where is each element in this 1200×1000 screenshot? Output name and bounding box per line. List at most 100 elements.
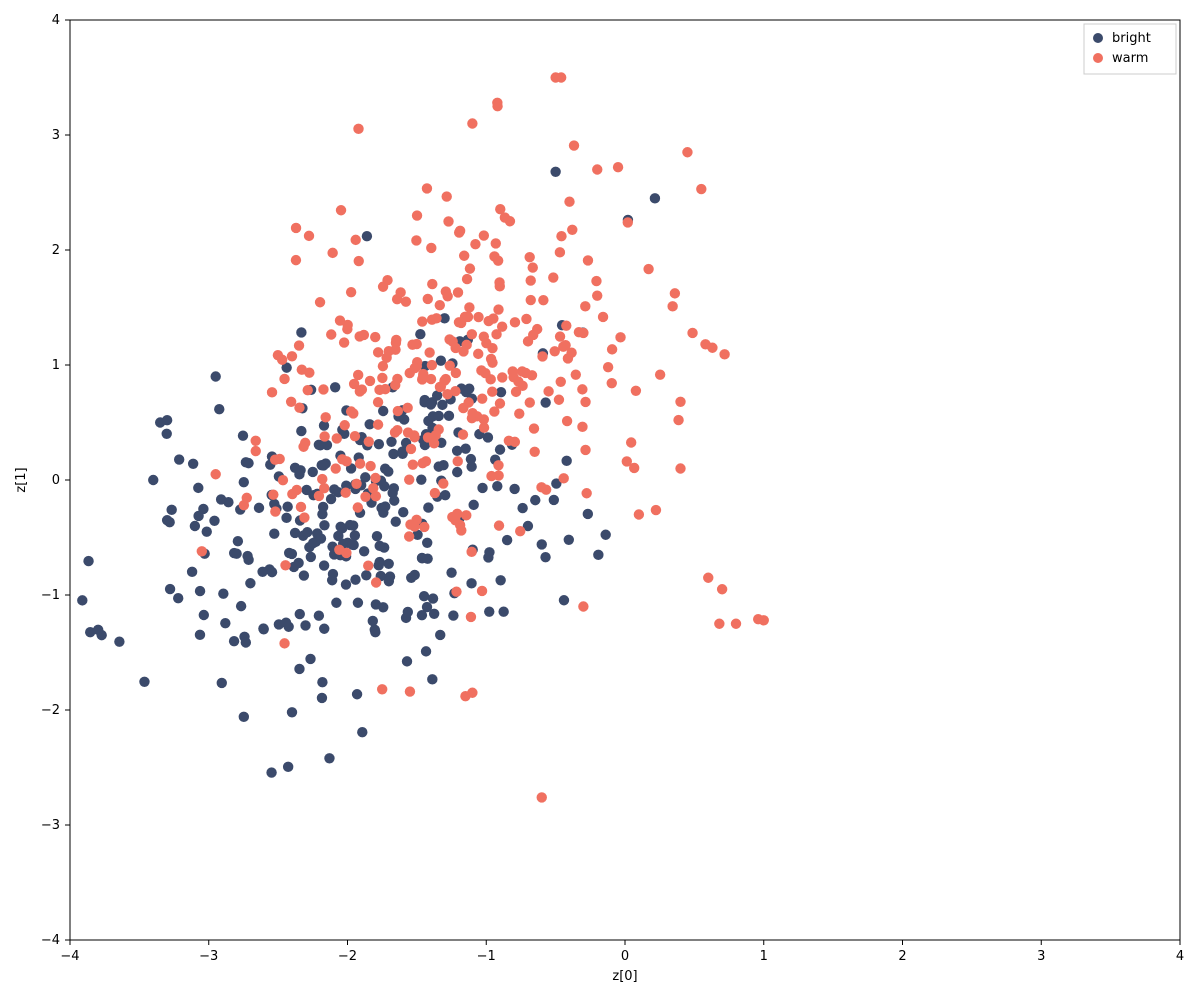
point-bright — [359, 546, 369, 556]
point-warm — [360, 492, 370, 502]
point-warm — [470, 239, 480, 249]
point-warm — [556, 377, 566, 387]
point-warm — [373, 397, 383, 407]
point-warm — [759, 615, 769, 625]
point-warm — [365, 376, 375, 386]
x-tick-label: −1 — [477, 949, 496, 964]
point-warm — [577, 384, 587, 394]
point-warm — [571, 369, 581, 379]
point-warm — [304, 231, 314, 241]
point-bright — [317, 509, 327, 519]
point-warm — [583, 255, 593, 265]
point-bright — [483, 552, 493, 562]
point-warm — [435, 300, 445, 310]
point-warm — [405, 368, 415, 378]
point-bright — [372, 531, 382, 541]
point-bright — [498, 606, 508, 616]
point-warm — [492, 98, 502, 108]
point-bright — [319, 520, 329, 530]
point-warm — [707, 343, 717, 353]
point-warm — [495, 204, 505, 214]
point-bright — [383, 466, 393, 476]
point-warm — [334, 545, 344, 555]
point-bright — [423, 502, 433, 512]
point-warm — [631, 386, 641, 396]
x-tick-label: 1 — [760, 949, 768, 964]
point-warm — [461, 510, 471, 520]
point-warm — [555, 247, 565, 257]
point-warm — [480, 368, 490, 378]
point-warm — [417, 316, 427, 326]
point-warm — [598, 312, 608, 322]
point-bright — [391, 517, 401, 527]
point-bright — [417, 553, 427, 563]
point-warm — [268, 489, 278, 499]
legend-label-bright: bright — [1112, 31, 1151, 46]
point-bright — [434, 411, 444, 421]
point-bright — [319, 560, 329, 570]
point-bright — [371, 599, 381, 609]
point-warm — [355, 458, 365, 468]
y-tick-label: 4 — [52, 13, 60, 28]
point-warm — [467, 688, 477, 698]
point-bright — [318, 460, 328, 470]
point-warm — [406, 444, 416, 454]
point-warm — [294, 340, 304, 350]
point-warm — [462, 274, 472, 284]
point-warm — [427, 360, 437, 370]
point-warm — [667, 301, 677, 311]
point-warm — [578, 601, 588, 611]
point-bright — [593, 550, 603, 560]
point-bright — [294, 664, 304, 674]
point-warm — [421, 456, 431, 466]
point-bright — [341, 579, 351, 589]
point-warm — [558, 342, 568, 352]
point-warm — [315, 297, 325, 307]
point-bright — [302, 527, 312, 537]
point-warm — [319, 431, 329, 441]
point-warm — [489, 251, 499, 261]
point-warm — [486, 471, 496, 481]
y-tick-label: −4 — [41, 933, 60, 948]
point-warm — [327, 248, 337, 258]
point-warm — [427, 315, 437, 325]
point-warm — [365, 461, 375, 471]
point-bright — [114, 637, 124, 647]
legend-marker-warm — [1093, 53, 1103, 63]
point-bright — [166, 505, 176, 515]
x-tick-label: 4 — [1176, 949, 1184, 964]
point-bright — [492, 481, 502, 491]
point-bright — [83, 556, 93, 566]
point-warm — [592, 290, 602, 300]
point-bright — [299, 570, 309, 580]
point-warm — [497, 372, 507, 382]
point-bright — [173, 593, 183, 603]
point-warm — [581, 488, 591, 498]
point-warm — [467, 118, 477, 128]
point-warm — [453, 287, 463, 297]
point-bright — [384, 576, 394, 586]
point-warm — [197, 546, 207, 556]
y-tick-label: 2 — [52, 243, 60, 258]
point-warm — [342, 320, 352, 330]
point-warm — [267, 387, 277, 397]
point-bright — [540, 397, 550, 407]
point-bright — [410, 570, 420, 580]
point-bright — [440, 490, 450, 500]
point-warm — [467, 329, 477, 339]
point-warm — [430, 430, 440, 440]
y-tick-label: 1 — [52, 358, 60, 373]
point-bright — [269, 529, 279, 539]
point-warm — [655, 369, 665, 379]
point-warm — [613, 162, 623, 172]
point-warm — [466, 547, 476, 557]
point-warm — [279, 638, 289, 648]
point-warm — [442, 291, 452, 301]
point-warm — [465, 263, 475, 273]
y-tick-label: −2 — [41, 703, 60, 718]
point-warm — [438, 478, 448, 488]
point-warm — [477, 586, 487, 596]
legend: brightwarm — [1084, 24, 1176, 74]
point-warm — [567, 225, 577, 235]
point-bright — [287, 707, 297, 717]
